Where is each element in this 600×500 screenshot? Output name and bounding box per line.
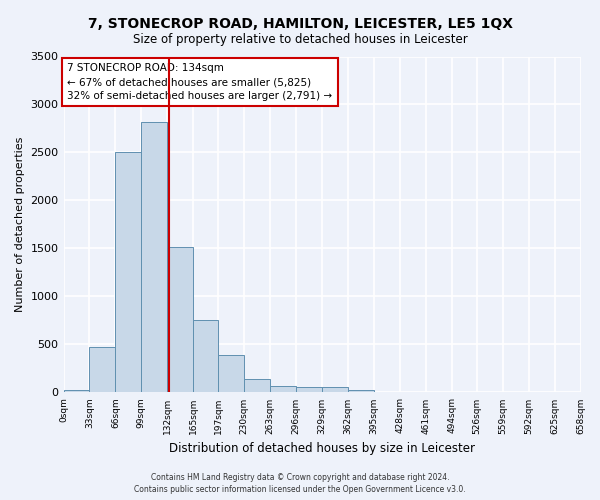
Bar bbox=[322, 387, 348, 392]
Bar bbox=[348, 390, 374, 392]
Bar bbox=[296, 387, 322, 392]
Bar bbox=[218, 355, 244, 393]
Text: Contains HM Land Registry data © Crown copyright and database right 2024.
Contai: Contains HM Land Registry data © Crown c… bbox=[134, 472, 466, 494]
Y-axis label: Number of detached properties: Number of detached properties bbox=[15, 137, 25, 312]
Bar bbox=[142, 122, 167, 392]
Text: 7 STONECROP ROAD: 134sqm
← 67% of detached houses are smaller (5,825)
32% of sem: 7 STONECROP ROAD: 134sqm ← 67% of detach… bbox=[67, 63, 332, 101]
Bar bbox=[167, 246, 193, 392]
Bar bbox=[193, 320, 218, 392]
Bar bbox=[115, 152, 142, 392]
X-axis label: Distribution of detached houses by size in Leicester: Distribution of detached houses by size … bbox=[169, 442, 475, 455]
Bar bbox=[64, 390, 89, 392]
Text: 7, STONECROP ROAD, HAMILTON, LEICESTER, LE5 1QX: 7, STONECROP ROAD, HAMILTON, LEICESTER, … bbox=[88, 18, 512, 32]
Text: Size of property relative to detached houses in Leicester: Size of property relative to detached ho… bbox=[133, 32, 467, 46]
Bar bbox=[270, 386, 296, 392]
Bar bbox=[89, 348, 115, 393]
Bar bbox=[244, 379, 270, 392]
